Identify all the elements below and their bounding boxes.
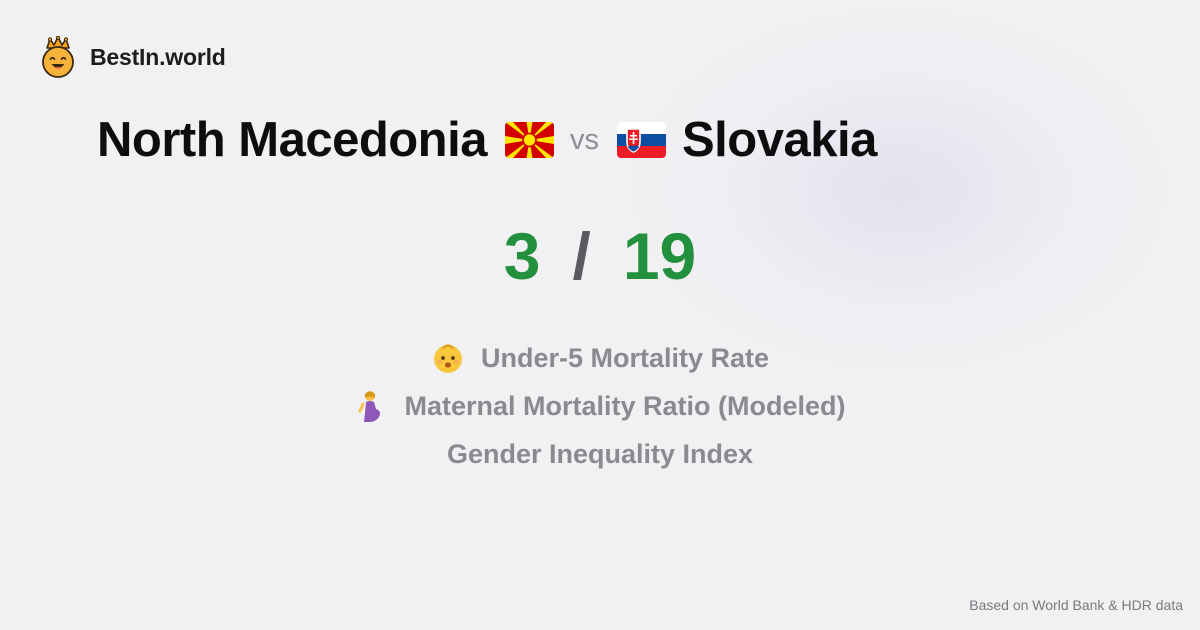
vs-separator: vs — [569, 124, 599, 156]
pregnant-woman-icon — [358, 391, 381, 422]
metric-item-under5-mortality: Under-5 Mortality Rate — [0, 334, 1200, 382]
north-macedonia-flag-icon — [504, 122, 554, 158]
comparison-title: North Macedonia vs Slovakia — [97, 110, 877, 170]
metric-label: Gender Inequality Index — [446, 438, 754, 469]
score-divider: / — [572, 219, 591, 293]
metric-list: Under-5 Mortality Rate Maternal Mortalit… — [0, 334, 1200, 478]
right-country-name: Slovakia — [681, 113, 877, 167]
data-source-note: Based on World Bank & HDR data — [969, 597, 1183, 613]
slovakia-flag-icon — [616, 122, 666, 158]
score-left-value: 3 — [503, 219, 541, 293]
metric-label: Maternal Mortality Ratio (Modeled) — [404, 390, 846, 421]
baby-icon — [433, 344, 462, 373]
score-display: 3 / 19 — [0, 216, 1200, 296]
score-right-value: 19 — [622, 219, 697, 293]
metric-item-gender-inequality: Gender Inequality Index — [0, 430, 1200, 478]
brand-header[interactable]: BestIn.world — [38, 36, 226, 78]
left-country-name: North Macedonia — [97, 113, 487, 167]
brand-name: BestIn.world — [90, 43, 226, 70]
metric-item-maternal-mortality: Maternal Mortality Ratio (Modeled) — [0, 382, 1200, 430]
crowned-smiley-icon — [42, 36, 74, 78]
background-glow — [620, 0, 1180, 380]
metric-label: Under-5 Mortality Rate — [480, 342, 770, 373]
